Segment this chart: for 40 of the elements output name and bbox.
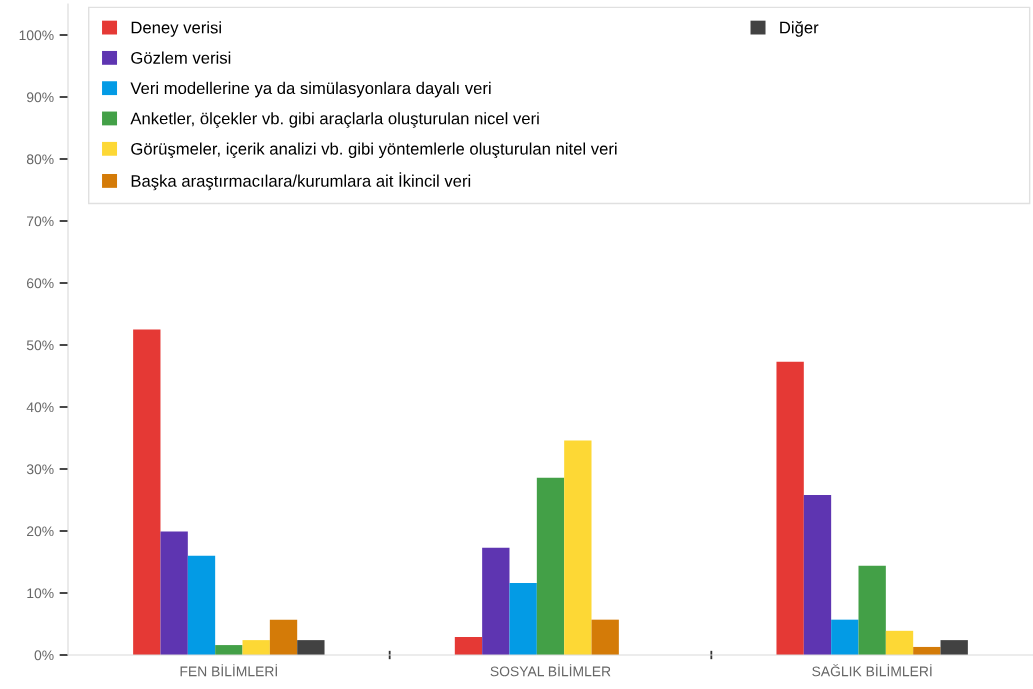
bar <box>297 640 325 655</box>
y-tick-label: 100% <box>19 30 54 41</box>
y-tick-label: 30% <box>26 464 54 475</box>
bar <box>831 619 859 655</box>
bar <box>591 619 619 655</box>
y-tick-label: 20% <box>27 526 54 537</box>
legend-label: Görüşmeler, içerik analizi vb. gibi yöntemlerle oluşturulan nitel veri <box>131 142 617 159</box>
legend-label: Anketler, ölçekler vb. gibi araçlarla oluşturulan nicel veri <box>130 112 539 128</box>
bar <box>269 619 298 655</box>
bar <box>133 329 161 655</box>
bar <box>160 531 188 655</box>
bar <box>803 495 832 655</box>
legend-label: Diğer <box>780 21 819 37</box>
bar <box>215 645 243 655</box>
bar <box>509 583 537 655</box>
y-tick-label: 90% <box>26 92 54 103</box>
y-tick-label: 0% <box>34 650 54 661</box>
y-tick-label: 70% <box>27 216 54 227</box>
bar <box>564 440 592 655</box>
x-tick-label: SOSYAL BİLİMLER <box>490 664 611 677</box>
legend-label: Başka araştırmacılara/kurumlara ait İkincil veri <box>131 172 471 191</box>
bar <box>536 477 565 655</box>
bar <box>858 565 886 655</box>
bar <box>482 547 510 655</box>
y-tick-label: 10% <box>27 588 54 599</box>
bar <box>242 640 270 655</box>
y-tick-label: 60% <box>27 278 54 289</box>
legend-label: Deney verisi <box>131 21 221 37</box>
bar <box>940 640 968 655</box>
y-tick-label: 80% <box>26 154 54 165</box>
legend-label: Veri modellerine ya da simülasyonlara dayalı veri <box>130 81 491 98</box>
bar <box>885 630 914 655</box>
x-tick-label: SAĞLIK BİLİMLERİ <box>812 664 932 677</box>
y-tick-label: 50% <box>26 340 54 351</box>
bar <box>187 555 216 655</box>
legend-label: Gözlem verisi <box>131 51 231 64</box>
y-tick-label: 40% <box>26 402 54 413</box>
bar <box>776 361 804 655</box>
bar <box>454 637 483 655</box>
x-tick-label: FEN BİLİMLERİ <box>180 664 277 677</box>
